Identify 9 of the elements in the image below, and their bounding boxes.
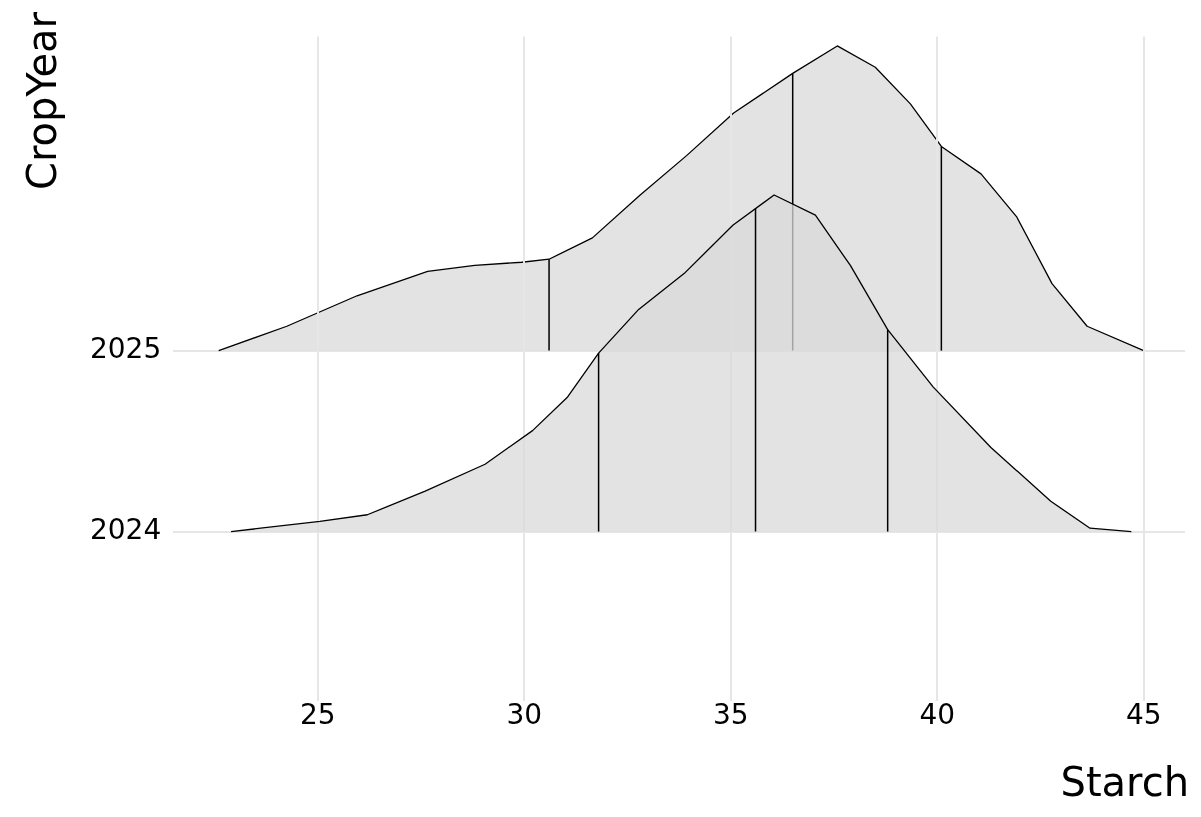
x-tick-label: 30 bbox=[506, 698, 543, 732]
y-axis-title: CropYear bbox=[19, 11, 66, 191]
x-axis-title: Starch bbox=[1060, 759, 1189, 806]
text: 2025 bbox=[89, 331, 162, 365]
x-tick-label: 40 bbox=[919, 698, 956, 732]
x-tick-label: 25 bbox=[299, 698, 336, 732]
x-tick-label: 35 bbox=[712, 698, 749, 732]
text: 2024 bbox=[89, 512, 162, 546]
x-tick-label: 45 bbox=[1125, 698, 1162, 732]
